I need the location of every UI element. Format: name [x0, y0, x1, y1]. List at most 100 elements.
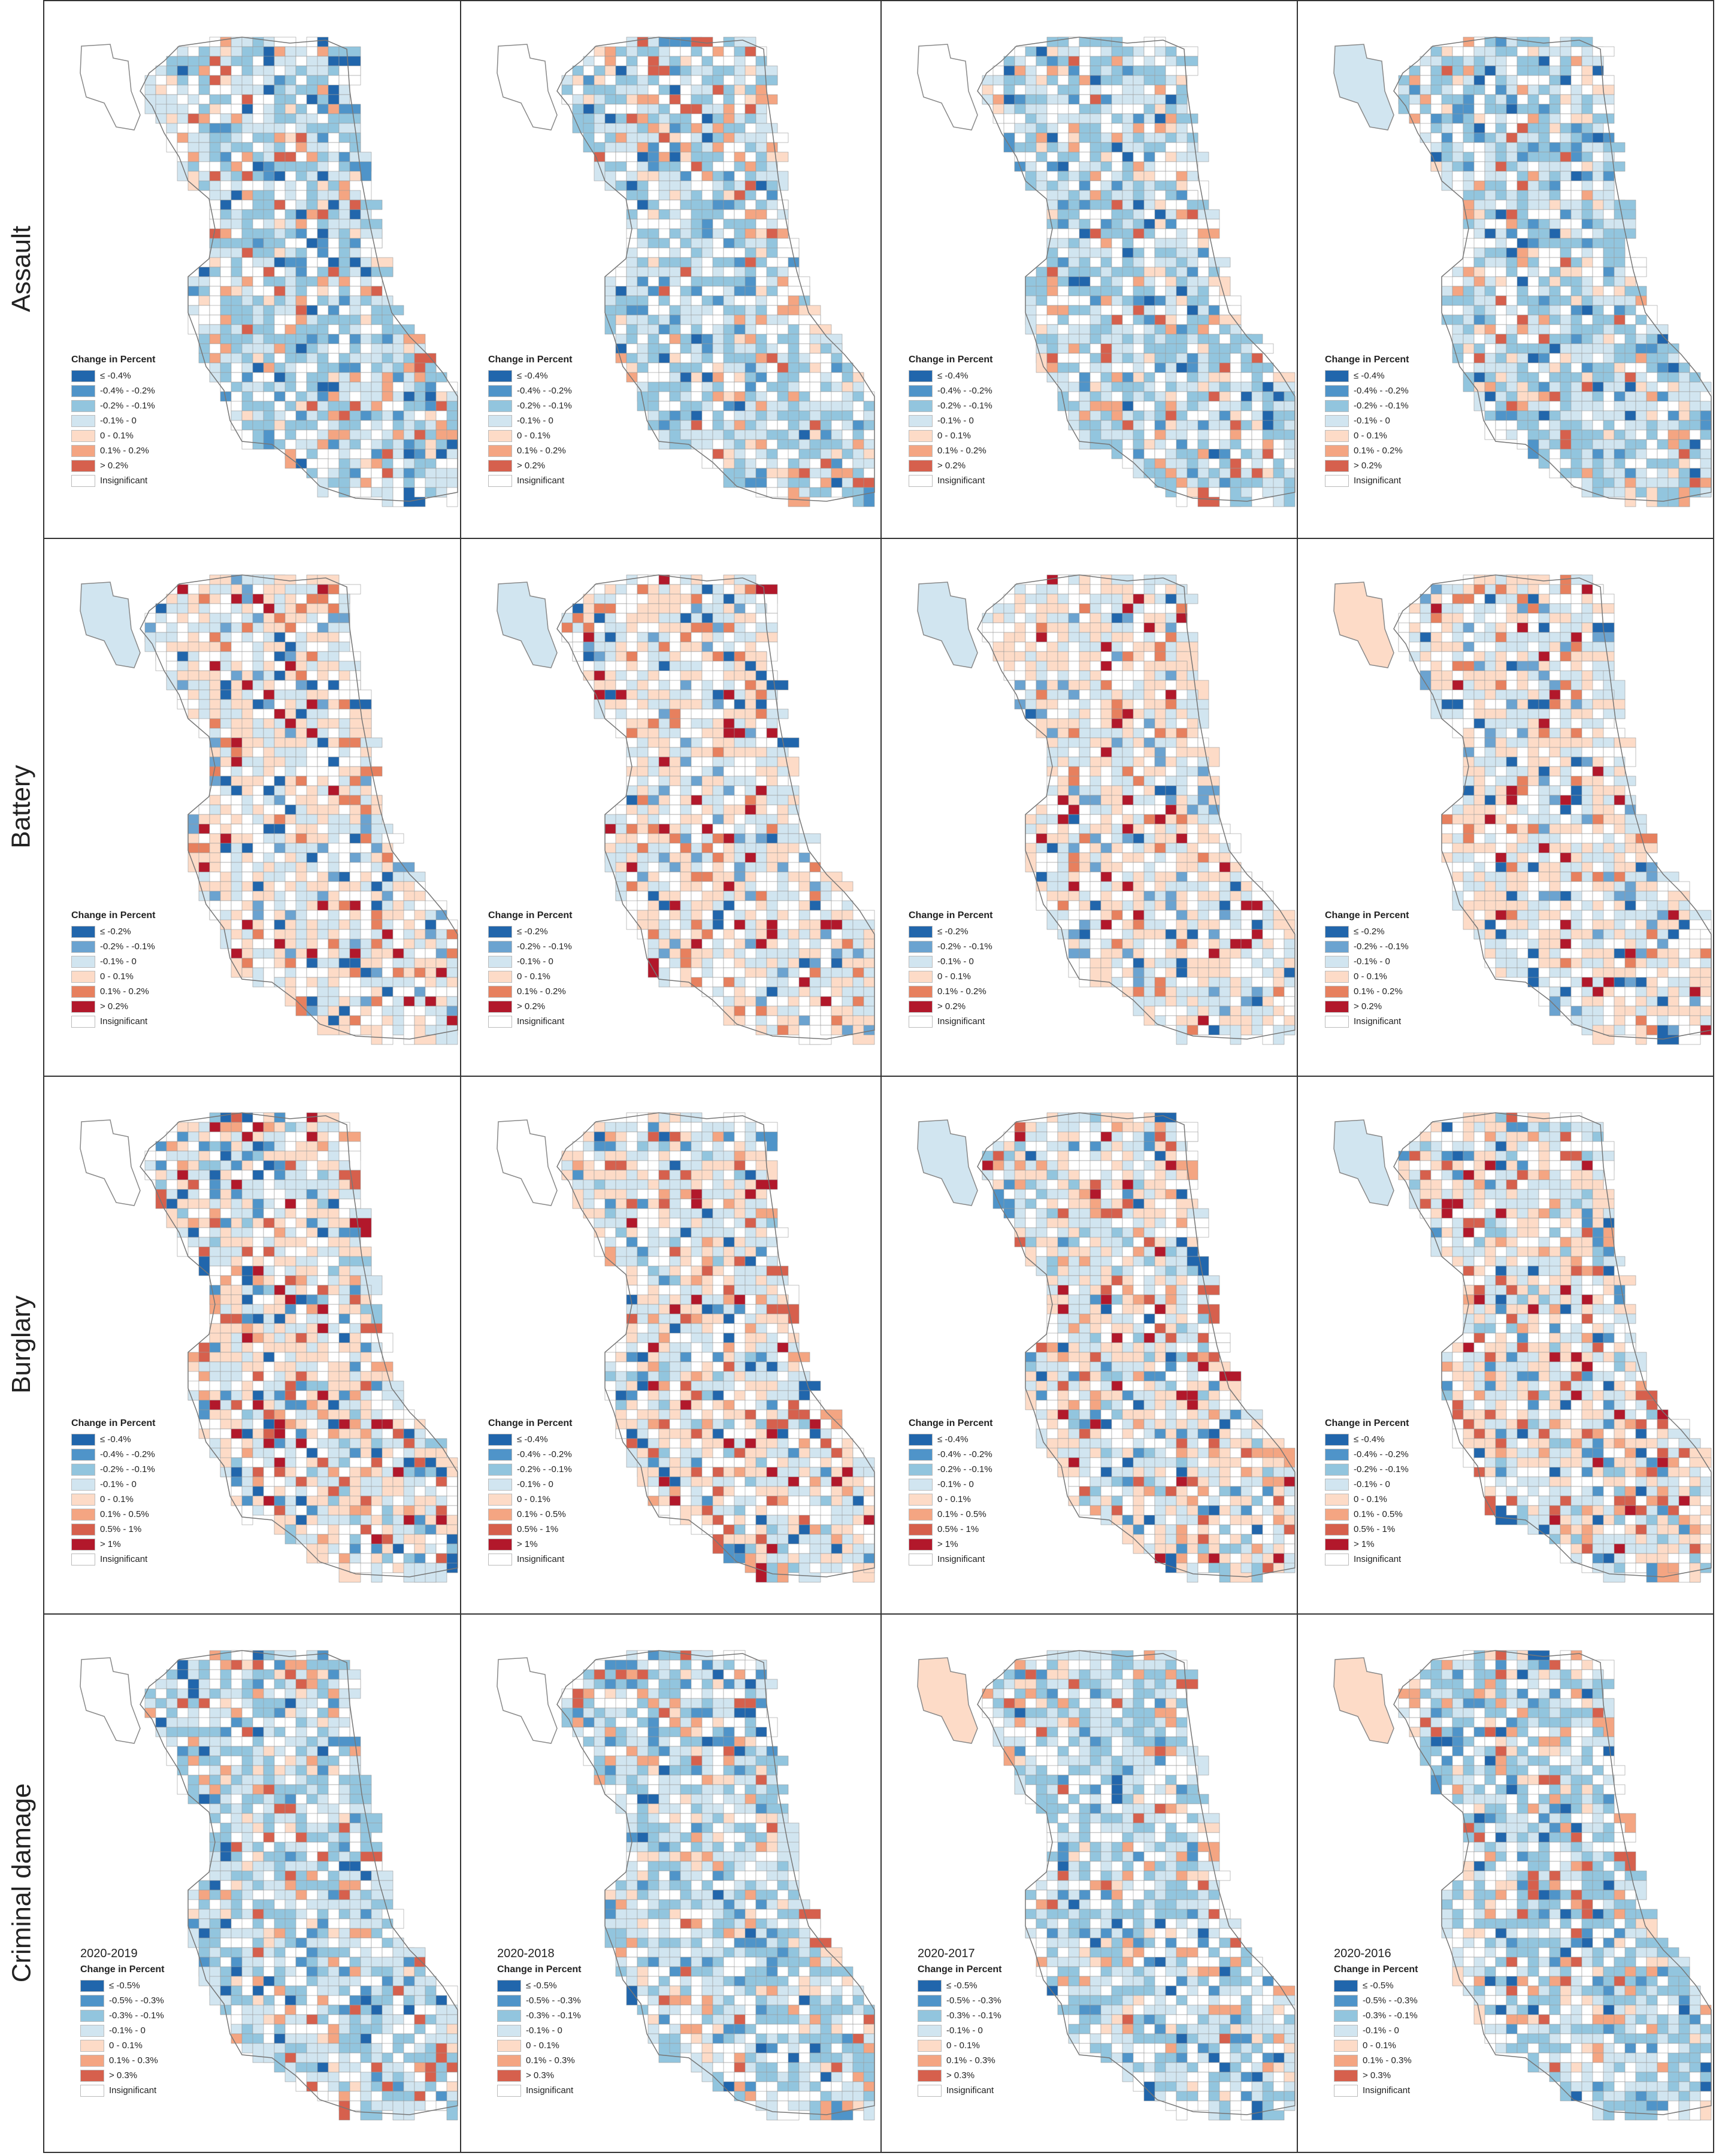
legend-label: 0.1% - 0.2% [100, 446, 149, 456]
tract [1570, 65, 1582, 76]
tract [1549, 372, 1561, 383]
tract [285, 56, 296, 66]
legend-item: 0 - 0.1% [909, 428, 992, 443]
tract [755, 680, 767, 691]
legend-item: 0 - 0.1% [1325, 428, 1409, 443]
tract [1089, 104, 1101, 114]
tract [852, 429, 864, 440]
tract [241, 113, 253, 124]
tract [414, 929, 426, 940]
tract [252, 900, 264, 911]
row-label-text: Criminal damage [7, 1783, 37, 1982]
tract [615, 84, 627, 95]
tract [594, 661, 606, 671]
tract [1624, 487, 1636, 507]
tract [637, 209, 649, 220]
tract [766, 458, 778, 469]
tract [788, 343, 800, 354]
tract [1143, 46, 1155, 57]
map-panel: Change in Percent ≤ -0.2% -0.2% - -0.1% -0.… [44, 539, 461, 1077]
tract [1122, 305, 1134, 316]
tract [1667, 381, 1679, 392]
tract [788, 429, 800, 440]
tract [295, 381, 307, 392]
tract [1592, 104, 1615, 114]
legend-swatch [71, 444, 95, 457]
tract [371, 324, 383, 335]
tract [1208, 449, 1220, 459]
tract [658, 919, 670, 930]
legend-label: > 0.2% [1354, 461, 1382, 471]
tract [615, 324, 627, 335]
tract [766, 324, 778, 335]
tract [691, 324, 703, 335]
tract [1089, 171, 1101, 181]
tract [852, 391, 864, 402]
tract [306, 689, 318, 700]
tract [1506, 343, 1518, 354]
legend-label: -0.1% - 0 [1354, 416, 1390, 426]
tract [1689, 391, 1701, 402]
legend-label: 0 - 0.1% [1354, 431, 1387, 441]
tract [755, 468, 767, 479]
tract [691, 238, 703, 249]
tract [615, 142, 627, 153]
tract [788, 891, 800, 901]
tract [446, 967, 458, 978]
map-panel: Change in Percent ≤ -0.4% -0.4% - -0.2% -0.… [44, 1, 461, 539]
tract [252, 219, 264, 229]
tract [777, 785, 800, 796]
census-tracts [144, 574, 458, 1045]
tract [744, 343, 756, 354]
choropleth-map [80, 37, 458, 507]
tract [446, 958, 458, 968]
tract [166, 84, 178, 95]
airport-area [80, 44, 141, 131]
tract [198, 132, 210, 143]
tract [1143, 439, 1155, 450]
tract [1187, 439, 1199, 450]
tract [360, 785, 372, 796]
tract [231, 334, 243, 344]
tract [1592, 324, 1604, 335]
legend-label: > 0.2% [517, 461, 546, 471]
tract [166, 132, 178, 153]
tract [1560, 171, 1572, 181]
tract [1473, 295, 1485, 306]
tract [658, 247, 670, 258]
tract [1570, 84, 1582, 95]
tract [1549, 209, 1561, 220]
tract [295, 766, 307, 777]
tract [723, 65, 735, 76]
tract [1549, 362, 1561, 373]
tract [231, 65, 243, 76]
tract [1538, 238, 1550, 249]
tract [647, 324, 659, 335]
tract [446, 996, 458, 1007]
tract [788, 823, 800, 834]
tract [637, 641, 649, 652]
tract [691, 161, 703, 172]
tract [1581, 391, 1593, 402]
tract [647, 353, 659, 364]
tract [338, 420, 350, 431]
tract [317, 228, 329, 239]
tract [604, 94, 616, 105]
tract [1592, 257, 1604, 268]
tract [723, 680, 735, 691]
tract [669, 929, 681, 940]
tract [647, 228, 659, 239]
tract [744, 267, 756, 277]
tract [220, 257, 232, 268]
tract [1473, 142, 1485, 153]
tract [274, 132, 286, 143]
tract [691, 75, 703, 86]
tract [1122, 247, 1134, 258]
tract [198, 94, 210, 105]
tract [338, 910, 350, 920]
tract [701, 699, 713, 710]
tract [285, 295, 296, 306]
tract [220, 171, 232, 181]
tract [594, 161, 606, 181]
legend-item: ≤ -0.4% [909, 368, 992, 383]
